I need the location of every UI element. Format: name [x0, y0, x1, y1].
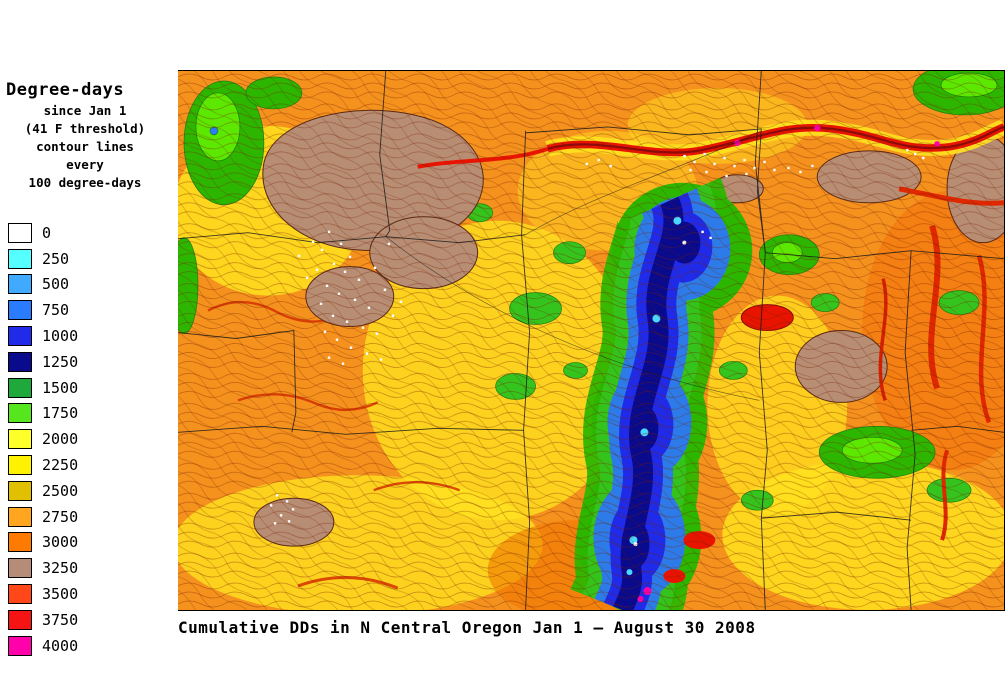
- legend-color-swatch: [8, 274, 32, 295]
- legend-value-label: 1000: [42, 327, 79, 346]
- legend-color-swatch: [8, 429, 32, 450]
- legend-value-label: 3000: [42, 533, 79, 552]
- legend-color-swatch: [8, 300, 32, 321]
- legend-color-swatch: [8, 351, 32, 372]
- legend-value-label: 3750: [42, 610, 79, 629]
- legend-value-label: 3250: [42, 559, 79, 578]
- legend-value-label: 3500: [42, 585, 79, 604]
- legend-row: 4000: [8, 633, 178, 659]
- legend-value-label: 2000: [42, 430, 79, 449]
- degree-days-map: [178, 71, 1004, 610]
- legend-subtitle-line-4: every: [66, 157, 104, 172]
- legend-color-swatch: [8, 609, 32, 630]
- legend-value-label: 1250: [42, 352, 79, 371]
- legend-value-label: 250: [42, 249, 70, 268]
- legend-row: 500: [8, 272, 178, 298]
- legend-panel: Degree-days since Jan 1 (41 F threshold)…: [0, 80, 178, 659]
- legend-subtitle-line-3: contour lines: [36, 139, 134, 154]
- legend-value-label: 4000: [42, 636, 79, 655]
- legend-value-label: 750: [42, 301, 70, 320]
- legend-value-label: 0: [42, 223, 52, 242]
- legend-value-label: 500: [42, 275, 70, 294]
- legend-value-label: 1500: [42, 378, 79, 397]
- legend-row: 3500: [8, 581, 178, 607]
- legend-subtitle-line-2: (41 F threshold): [24, 121, 146, 136]
- legend-row: 750: [8, 297, 178, 323]
- legend-row: 3750: [8, 607, 178, 633]
- legend-color-swatch: [8, 222, 32, 243]
- legend-color-swatch: [8, 403, 32, 424]
- legend-row: 2250: [8, 452, 178, 478]
- legend-color-swatch: [8, 377, 32, 398]
- legend-row: 2500: [8, 478, 178, 504]
- legend-row: 3250: [8, 555, 178, 581]
- legend-color-swatch: [8, 584, 32, 605]
- legend-value-label: 1750: [42, 404, 79, 423]
- legend-color-swatch: [8, 558, 32, 579]
- county-boundaries: [178, 71, 1004, 610]
- legend-row: 2000: [8, 426, 178, 452]
- contour-line-texture: [178, 71, 1004, 610]
- legend-scale: 0 250 500 750 1000 1250 1500: [0, 220, 178, 659]
- legend-row: 3000: [8, 530, 178, 556]
- legend-subtitle-line-1: since Jan 1: [43, 103, 127, 118]
- legend-color-swatch: [8, 506, 32, 527]
- legend-value-label: 2750: [42, 507, 79, 526]
- legend-row: 1250: [8, 349, 178, 375]
- legend-row: 1500: [8, 375, 178, 401]
- legend-color-swatch: [8, 480, 32, 501]
- map-panel: [178, 70, 1005, 611]
- legend-value-label: 2250: [42, 456, 79, 475]
- legend-row: 250: [8, 246, 178, 272]
- map-caption: Cumulative DDs in N Central Oregon Jan 1…: [178, 618, 756, 637]
- legend-color-swatch: [8, 635, 32, 656]
- legend-color-swatch: [8, 248, 32, 269]
- legend-row: 1000: [8, 323, 178, 349]
- legend-color-swatch: [8, 455, 32, 476]
- station-dots: [269, 148, 925, 525]
- legend-title: Degree-days: [6, 80, 125, 100]
- legend-color-swatch: [8, 326, 32, 347]
- legend-subtitle-line-5: 100 degree-days: [28, 175, 142, 190]
- legend-value-label: 2500: [42, 481, 79, 500]
- legend-row: 2750: [8, 504, 178, 530]
- legend-color-swatch: [8, 532, 32, 553]
- legend-row: 0: [8, 220, 178, 246]
- legend-row: 1750: [8, 401, 178, 427]
